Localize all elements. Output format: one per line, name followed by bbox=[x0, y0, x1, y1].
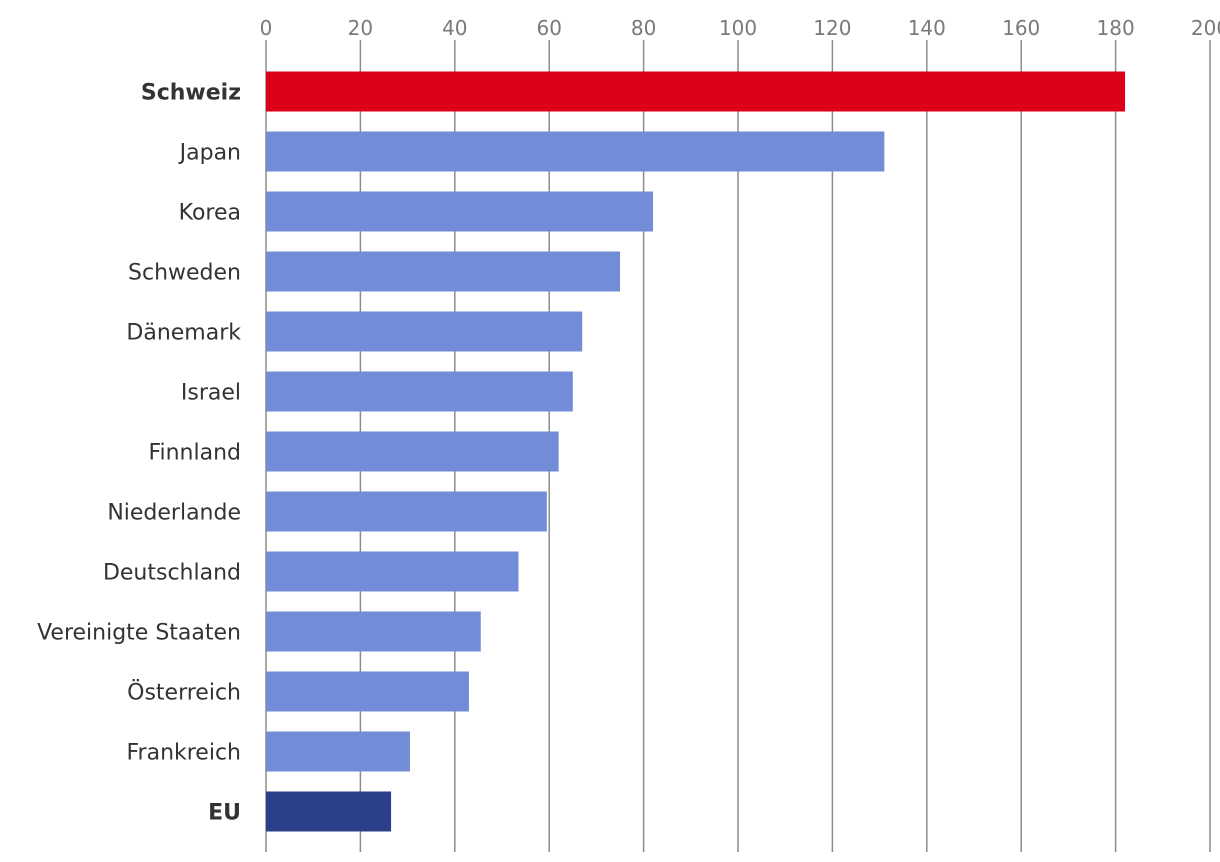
category-label: Frankreich bbox=[126, 741, 241, 766]
bars bbox=[266, 71, 1126, 832]
x-tick-label: 80 bbox=[631, 16, 656, 40]
category-label: Schweden bbox=[128, 261, 241, 286]
category-label: Finnland bbox=[148, 441, 241, 466]
category-label: Dänemark bbox=[126, 321, 241, 346]
x-tick-label: 120 bbox=[813, 16, 851, 40]
category-label: EU bbox=[208, 801, 241, 826]
category-label: Korea bbox=[179, 201, 241, 226]
bar-korea bbox=[266, 191, 654, 232]
x-axis-ticks: 0 20 40 60 80 100 120 140 160 180 200 bbox=[260, 16, 1220, 40]
category-label: Israel bbox=[181, 381, 241, 406]
bar-niederlande bbox=[266, 491, 547, 532]
bar-israel bbox=[266, 371, 573, 412]
x-tick-label: 160 bbox=[1002, 16, 1040, 40]
category-label: Schweiz bbox=[141, 81, 241, 106]
bar-frankreich bbox=[266, 731, 410, 772]
bar-vereinigte-staaten bbox=[266, 611, 481, 652]
x-tick-label: 20 bbox=[348, 16, 373, 40]
category-label: Niederlande bbox=[107, 501, 241, 526]
x-tick-label: 140 bbox=[908, 16, 946, 40]
x-tick-label: 60 bbox=[536, 16, 561, 40]
x-tick-label: 180 bbox=[1097, 16, 1135, 40]
bar-schweden bbox=[266, 251, 620, 292]
bar-eu bbox=[266, 791, 392, 832]
category-label: Deutschland bbox=[103, 561, 241, 586]
bar-dänemark bbox=[266, 311, 583, 352]
bar-schweiz bbox=[266, 71, 1126, 112]
category-label: Österreich bbox=[127, 680, 241, 706]
category-label: Vereinigte Staaten bbox=[37, 621, 241, 646]
category-label: Japan bbox=[178, 141, 241, 166]
x-tick-label: 200 bbox=[1191, 16, 1220, 40]
gridlines bbox=[265, 40, 1211, 852]
bar-deutschland bbox=[266, 551, 519, 592]
bar-finnland bbox=[266, 431, 559, 472]
bar-österreich bbox=[266, 671, 469, 712]
category-labels: Schweiz Japan Korea Schweden Dänemark Israel F… bbox=[37, 81, 241, 826]
x-tick-label: 40 bbox=[442, 16, 467, 40]
x-tick-label: 100 bbox=[719, 16, 757, 40]
bar-japan bbox=[266, 131, 885, 172]
x-tick-label: 0 bbox=[260, 16, 273, 40]
